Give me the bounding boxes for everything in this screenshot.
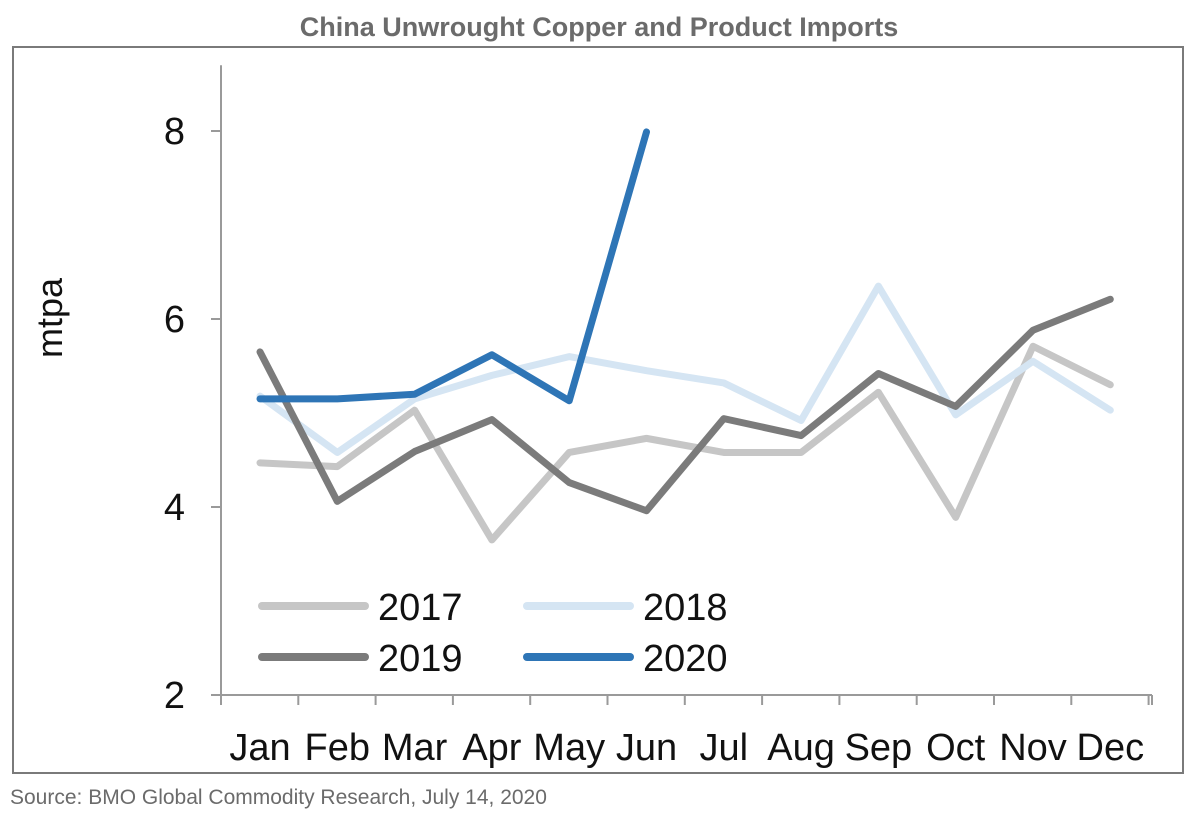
series-line-2020 (256, 128, 650, 405)
y-axis-label: mtpa (29, 277, 70, 358)
x-tick-label: Nov (999, 727, 1067, 769)
x-tick-label: Apr (462, 727, 521, 769)
series-line-2017 (256, 342, 1114, 544)
series-line-2018 (256, 282, 1114, 456)
x-tick-label: Mar (382, 727, 448, 769)
x-tick-label: Jan (229, 727, 290, 769)
x-tick-label: Aug (767, 727, 835, 769)
chart-title: China Unwrought Copper and Product Impor… (299, 12, 899, 42)
x-tick-label: Feb (305, 727, 370, 769)
series-line-2019 (256, 295, 1114, 515)
y-tick-label: 2 (164, 675, 185, 717)
x-tick-label: Oct (926, 727, 986, 769)
x-tick-label: Jun (616, 727, 677, 769)
chart-frame (12, 46, 1184, 774)
y-tick-label: 4 (164, 487, 185, 529)
y-tick-label: 6 (164, 299, 185, 341)
legend-label-2019: 2019 (378, 638, 463, 680)
source-note: Source: BMO Global Commodity Research, J… (10, 786, 547, 809)
legend-label-2020: 2020 (643, 638, 728, 680)
legend-label-2017: 2017 (378, 587, 463, 629)
legend-label-2018: 2018 (643, 587, 728, 629)
x-tick-label: Dec (1077, 727, 1145, 769)
x-tick-label: Jul (700, 727, 749, 769)
x-tick-label: Sep (845, 727, 913, 769)
x-tick-label: May (533, 727, 605, 769)
y-tick-label: 8 (164, 111, 185, 153)
